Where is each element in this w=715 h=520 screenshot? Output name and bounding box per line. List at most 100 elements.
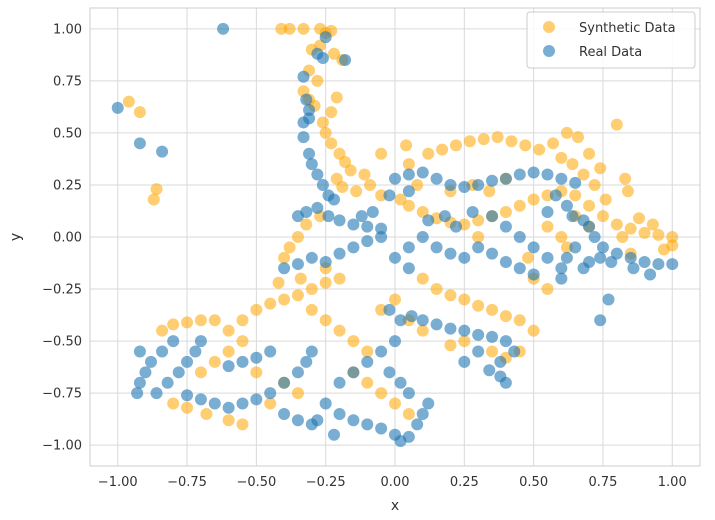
scatter-point (333, 376, 346, 389)
scatter-point (438, 210, 451, 223)
scatter-point (264, 297, 277, 310)
scatter-point (527, 241, 540, 254)
x-tick-label: −1.00 (98, 475, 138, 490)
scatter-point (450, 220, 462, 233)
scatter-point (627, 262, 640, 275)
scatter-point (375, 345, 388, 358)
scatter-point (347, 366, 360, 379)
scatter-point (411, 418, 424, 431)
x-tick-label: 1.00 (658, 475, 687, 490)
scatter-point (416, 166, 429, 179)
scatter-point (486, 174, 499, 187)
scatter-point (222, 401, 235, 414)
y-tick-label: −0.25 (42, 283, 82, 298)
scatter-point (364, 178, 377, 191)
scatter-point (616, 231, 629, 243)
scatter-point (375, 303, 388, 316)
scatter-point (513, 231, 526, 243)
scatter-point (430, 318, 443, 331)
scatter-point (181, 355, 194, 368)
scatter-point (405, 310, 418, 323)
scatter-point (297, 131, 310, 144)
scatter-point (111, 101, 124, 114)
scatter-point (638, 226, 651, 239)
scatter-point (300, 355, 313, 368)
scatter-point (594, 314, 607, 327)
scatter-point (486, 247, 499, 260)
scatter-point (389, 397, 401, 410)
scatter-point (527, 324, 540, 337)
scatter-point (610, 118, 623, 131)
scatter-point (297, 22, 310, 35)
scatter-point (633, 212, 645, 225)
scatter-point (394, 376, 407, 389)
scatter-point (339, 54, 352, 67)
scatter-point (150, 183, 163, 196)
scatter-point (250, 393, 263, 406)
scatter-point (472, 345, 485, 358)
scatter-point (466, 206, 479, 219)
scatter-point (305, 283, 318, 296)
scatter-point (400, 139, 413, 152)
scatter-point (472, 178, 485, 191)
scatter-point (133, 106, 146, 119)
scatter-point (161, 376, 174, 389)
scatter-point (416, 407, 429, 420)
scatter-point (236, 355, 249, 368)
scatter-point (208, 397, 221, 410)
scatter-point (305, 345, 318, 358)
scatter-point (486, 210, 499, 223)
scatter-point (486, 345, 499, 358)
scatter-point (325, 137, 338, 150)
scatter-point (291, 258, 304, 271)
scatter-point (311, 168, 324, 181)
scatter-point (491, 131, 504, 144)
scatter-point (486, 330, 499, 343)
scatter-point (458, 335, 471, 348)
scatter-point (222, 345, 235, 358)
y-tick-label: 0.50 (53, 126, 82, 141)
scatter-point (250, 303, 263, 316)
scatter-point (250, 366, 263, 379)
scatter-point (499, 335, 512, 348)
scatter-point (347, 414, 360, 427)
scatter-point (547, 137, 560, 150)
scatter-point (577, 168, 590, 181)
scatter-point (472, 241, 485, 254)
scatter-point (189, 345, 202, 358)
scatter-point (222, 360, 235, 373)
legend-label-synthetic: Synthetic Data (579, 21, 676, 36)
scatter-point (145, 355, 157, 368)
scatter-point (588, 178, 601, 191)
scatter-point (316, 116, 329, 129)
scatter-point (444, 247, 457, 260)
scatter-point (305, 158, 318, 171)
scatter-point (236, 335, 249, 348)
scatter-point (555, 272, 568, 285)
scatter-point (619, 172, 632, 185)
series-real (111, 22, 679, 448)
scatter-point (508, 345, 521, 358)
scatter-point (577, 262, 590, 275)
scatter-point (355, 210, 368, 223)
y-axis-label: y (8, 233, 24, 241)
scatter-point (389, 335, 401, 348)
scatter-point (422, 214, 435, 227)
scatter-point (527, 166, 540, 179)
legend-box (526, 11, 696, 69)
scatter-point (621, 185, 634, 198)
scatter-point (430, 172, 443, 185)
scatter-point (375, 422, 388, 435)
legend: Synthetic Data Real Data (526, 11, 696, 69)
scatter-point (555, 262, 568, 275)
scatter-point (522, 251, 535, 264)
scatter-point (430, 241, 443, 254)
scatter-point (133, 345, 146, 358)
scatter-point (291, 289, 304, 302)
scatter-point (319, 126, 332, 139)
scatter-point (560, 126, 573, 139)
scatter-point (402, 185, 415, 198)
scatter-point (513, 262, 526, 275)
scatter-point (499, 310, 512, 323)
scatter-point (133, 376, 146, 389)
